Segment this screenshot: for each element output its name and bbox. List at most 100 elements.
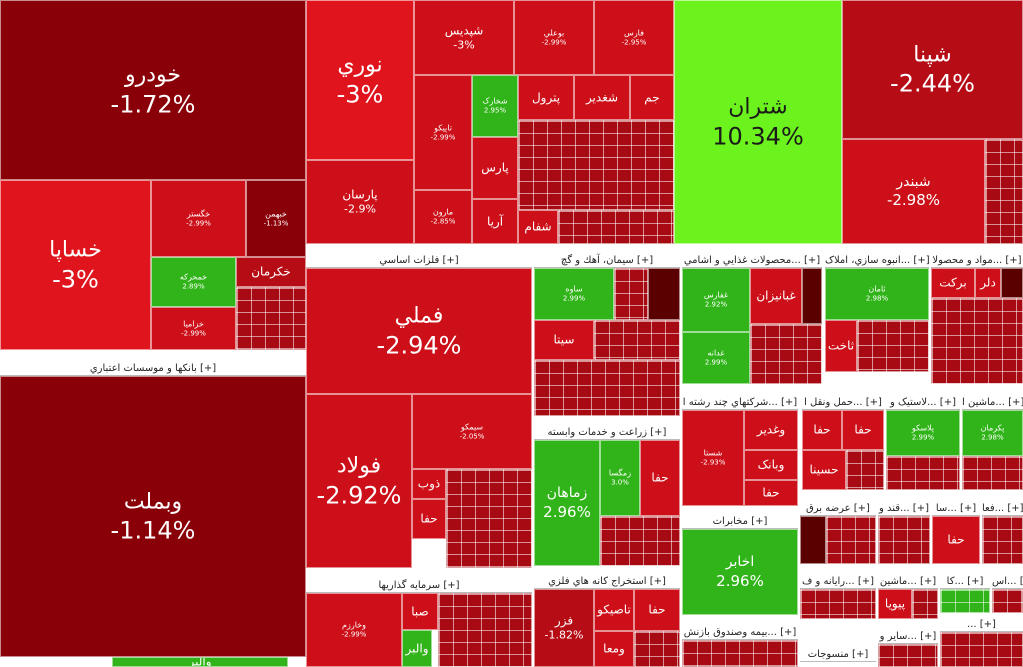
tile-nouri[interactable]: نوري -3% <box>306 0 414 160</box>
tile-group-small[interactable] <box>857 320 929 372</box>
tile-group-small[interactable] <box>600 516 680 566</box>
tile-vghadir[interactable]: وغدير <box>744 410 798 450</box>
tile-parsan[interactable]: پارسان -2.9% <box>306 160 414 244</box>
tile-group-small[interactable] <box>558 210 674 244</box>
tile-shbandar[interactable]: شبندر -2.98% <box>842 139 985 244</box>
tile-valbor[interactable]: والبر <box>402 630 432 667</box>
tile-petrol[interactable]: پترول <box>518 75 574 120</box>
group-header-others[interactable]: ساير و... [+] <box>878 629 938 644</box>
tile-shasta[interactable]: شستا -2.93% <box>682 410 744 506</box>
tile-shghadir[interactable]: شغدير <box>574 75 630 120</box>
tile-sakht[interactable]: ثاخت <box>825 320 857 372</box>
tile-group-small[interactable] <box>518 120 674 210</box>
group-header-realestate[interactable]: انبوه سازي، املاک... [+] <box>825 253 929 268</box>
tile-group-small[interactable] <box>614 268 648 320</box>
tile-jam[interactable]: جم <box>630 75 674 120</box>
tile-aria[interactable]: آريا <box>472 199 518 244</box>
group-header-food[interactable]: محصولات غذايي و اشامي... [+] <box>682 253 822 268</box>
tile-group-small[interactable] <box>962 456 1023 490</box>
tile-vbank[interactable]: وبانک <box>744 450 798 480</box>
tile-hafa[interactable]: حفا <box>842 410 884 450</box>
tile-group-small[interactable] <box>931 298 1023 384</box>
tile-pooya[interactable]: پيويا <box>878 589 912 619</box>
tile-saba[interactable]: صبا <box>402 593 438 630</box>
tile-shkharak[interactable]: شخارک 2.95% <box>472 75 518 137</box>
group-header-cement[interactable]: سيمان، آهك و گچ [+] <box>534 253 680 268</box>
tile-chem-brown[interactable] <box>1001 268 1023 298</box>
tile-group-small[interactable] <box>982 516 1023 564</box>
tile-group-small[interactable] <box>992 589 1023 613</box>
tile-group-small[interactable] <box>886 456 960 490</box>
tile-group-small[interactable] <box>912 589 938 619</box>
tile-daler[interactable]: دلر <box>975 268 1001 298</box>
tile-group-small[interactable] <box>682 640 798 667</box>
tile-khkerman[interactable]: خکرمان <box>236 257 306 287</box>
tile-group-small[interactable] <box>826 516 876 564</box>
tile-group-small[interactable] <box>594 320 680 360</box>
tile-khmoharekeh[interactable]: خمحرکه 2.89% <box>151 257 236 307</box>
tile-group-small[interactable] <box>800 589 876 619</box>
tile-multi-small[interactable]: حفا <box>744 480 798 506</box>
tile-akhaber[interactable]: اخابر 2.96% <box>682 529 798 615</box>
tile-zob[interactable]: ذوب <box>412 469 446 499</box>
tile-shefam[interactable]: شفام <box>518 210 558 244</box>
tile-ghfars[interactable]: غفارس 2.92% <box>682 268 750 332</box>
tile-saman[interactable]: ثامان 2.98% <box>825 268 929 320</box>
tile-tasiko[interactable]: تاصيكو <box>594 589 634 631</box>
group-header-g5[interactable]: ... [+] <box>940 617 1023 632</box>
tile-foolad[interactable]: فولاد -2.92% <box>306 394 412 568</box>
tile-group-small[interactable] <box>750 324 822 384</box>
group-header-g3[interactable]: كا... [+] <box>940 574 990 589</box>
group-header-textile[interactable]: منسوجات [+] <box>800 647 876 662</box>
tile-agri-red[interactable]: حفا <box>640 440 680 516</box>
tile-vkharazm[interactable]: وخارزم -2.99% <box>306 593 402 667</box>
tile-maroun[interactable]: مارون -2.85% <box>414 190 472 244</box>
tile-cement-brown[interactable] <box>648 268 680 320</box>
group-header-g4[interactable]: اس... [+] <box>992 574 1023 589</box>
tile-moa[interactable]: ومعا <box>594 631 634 667</box>
group-header-multi[interactable]: شرکتهاي چند رشته ا... [+] <box>682 395 798 410</box>
tile-group-small[interactable] <box>236 287 306 350</box>
tile-fameli[interactable]: فملي -2.94% <box>306 268 532 394</box>
tile-zamgasa[interactable]: زمگسا 3.0% <box>600 440 640 516</box>
tile-group-small[interactable] <box>446 469 532 568</box>
tile-group-small[interactable] <box>985 139 1023 244</box>
tile-bouali[interactable]: بوعلي -2.99% <box>514 0 594 75</box>
tile-shetran[interactable]: شتران 10.34% <box>674 0 842 244</box>
group-header-mining[interactable]: استخراج كانه هاي فلزي [+] <box>534 574 680 589</box>
tile-ghbanizan[interactable]: غبانيزان <box>750 268 802 324</box>
tile-group-small[interactable] <box>878 644 938 667</box>
group-header-agri[interactable]: زراعت و خدمات وابسته [+] <box>534 425 680 440</box>
tile-fars[interactable]: فارس -2.95% <box>594 0 674 75</box>
tile-hasina[interactable]: حسينا <box>802 450 846 490</box>
group-header-sugar[interactable]: قند و... [+] <box>878 501 930 516</box>
tile-shepna[interactable]: شپنا -2.44% <box>842 0 1023 139</box>
group-header-metals[interactable]: فلزات اساسي [+] <box>306 253 532 268</box>
tile-group-small[interactable] <box>940 632 1023 667</box>
group-header-g1[interactable]: سا... [+] <box>932 501 980 516</box>
tile-fazar[interactable]: فزر -1.82% <box>534 589 594 667</box>
tile-power-brown[interactable] <box>800 516 826 564</box>
tile-sita[interactable]: سيتا <box>534 320 594 360</box>
group-header-g2[interactable]: فعا... [+] <box>982 501 1023 516</box>
tile-group-small[interactable] <box>634 631 680 667</box>
tile-foolad-2[interactable]: حفا <box>412 499 446 539</box>
group-header-power[interactable]: عرضه برق [+] <box>800 501 876 516</box>
tile-group-small[interactable] <box>940 589 990 613</box>
tile-khsapa[interactable]: خساپا -3% <box>0 180 151 350</box>
tile-pars[interactable]: پارس <box>472 137 518 199</box>
tile-tapiko[interactable]: تاپيكو -2.99% <box>414 75 472 190</box>
tile-saveh[interactable]: ساوه 2.99% <box>534 268 614 320</box>
group-header-transport[interactable]: حمل ونقل ا... [+] <box>802 395 884 410</box>
tile-simco[interactable]: سيمكو -2.05% <box>412 394 532 469</box>
tile-pelasko[interactable]: پلاسکو 2.99% <box>886 410 960 456</box>
tile-khzamia[interactable]: خزامیا -2.99% <box>151 307 236 350</box>
tile-shpadis[interactable]: شپديس -3% <box>414 0 514 75</box>
tile-group-small[interactable] <box>438 593 532 667</box>
tile-khodro[interactable]: خودرو -1.72% <box>0 0 306 180</box>
tile-bank-green[interactable]: والبر <box>112 657 288 667</box>
tile-ko[interactable]: حفا <box>634 589 680 631</box>
group-header-auto2[interactable]: ماشين... [+] <box>878 574 938 589</box>
tile-group-small[interactable] <box>878 516 930 564</box>
tile-khgostar[interactable]: خگستر -2.99% <box>151 180 246 257</box>
